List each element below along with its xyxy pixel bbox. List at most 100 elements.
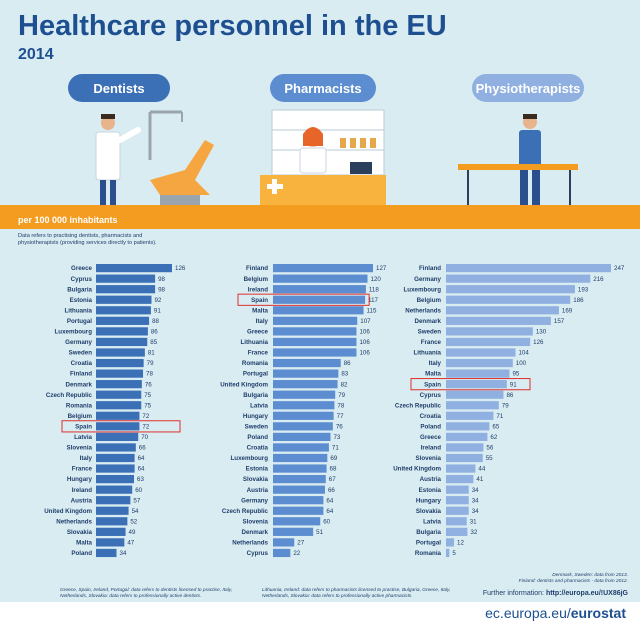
value-label: 216 [593,276,604,283]
value-label: 81 [148,350,155,357]
data-note: Data refers to practising dentists, phar… [18,233,157,246]
bar-dentists-greece [96,264,172,273]
further-link[interactable]: http://europa.eu/!UX86jG [545,590,628,597]
value-label: 70 [141,434,148,441]
bar-dentists-malta [96,538,125,547]
value-label: 98 [158,276,165,283]
value-label: 5 [452,550,456,557]
tick-label: Hungary [243,413,269,420]
eurostat-logo[interactable]: ec.europa.eu/eurostat [485,605,626,621]
bar-pharmacists-luxembourg [273,453,328,463]
tick-label: Belgium [68,413,93,420]
tick-label: Portugal [67,318,92,325]
value-label: 91 [154,307,161,314]
value-label: 100 [516,360,527,367]
tick-label: Poland [71,550,92,557]
bar-physiotherapists-belgium [446,295,571,304]
bar-dentists-estonia [96,295,152,304]
tick-label: Croatia [420,413,442,420]
value-label: 79 [502,402,509,409]
tick-label: Cyprus [420,392,442,399]
bar-physiotherapists-hungary [446,496,469,505]
value-label: 60 [323,518,330,525]
bar-dentists-slovenia [96,443,136,452]
pharmacists-footnote: Lithuania, Ireland: data refers to pharm… [262,588,451,599]
value-label: 186 [573,297,584,304]
tick-label: Belgium [244,276,269,283]
tick-label: Luxembourg [55,329,93,336]
bar-dentists-germany [96,337,148,347]
tick-label: Malta [76,540,92,547]
value-label: 34 [120,550,127,557]
tick-label: Italy [80,455,93,462]
value-label: 31 [470,518,477,525]
tick-label: Spain [75,423,92,430]
bar-physiotherapists-france [446,337,531,347]
bar-pharmacists-belgium [273,274,368,283]
value-label: 67 [329,476,336,483]
value-label: 104 [518,350,529,357]
value-label: 77 [337,413,344,420]
tick-label: Estonia [419,487,442,494]
bar-physiotherapists-greece [446,432,488,441]
pharmacy-illustration [260,109,386,207]
value-label: 120 [370,276,381,283]
tick-label: Croatia [71,360,93,367]
bar-pharmacists-united-kingdom [273,380,338,389]
bar-physiotherapists-austria [446,475,474,484]
tick-label: Ireland [421,445,442,452]
tick-label: Denmark [66,381,93,388]
value-label: 47 [127,540,134,547]
tick-label: Lithuania [414,350,442,357]
physiotherapists-category-pill: Physiotherapists [472,74,584,102]
tick-label: Netherlands [405,307,441,314]
value-label: 85 [150,339,157,346]
tick-label: Slovenia [67,445,93,452]
value-label: 91 [510,381,517,388]
bar-dentists-romania [96,401,142,410]
bar-physiotherapists-lithuania [446,348,516,357]
bar-pharmacists-romania [273,358,341,368]
dentists-category-pill: Dentists [68,74,170,102]
bar-pharmacists-finland [273,264,373,273]
value-label: 56 [486,445,493,452]
value-label: 169 [562,307,573,314]
bar-physiotherapists-czech-republic [446,401,499,410]
tick-label: Romania [66,402,93,409]
tick-label: France [421,339,442,346]
value-label: 78 [146,371,153,378]
value-label: 75 [144,392,151,399]
bar-pharmacists-denmark [273,527,314,536]
bar-pharmacists-hungary [273,411,334,420]
page-title: Healthcare personnel in the EU [18,10,447,42]
bar-physiotherapists-luxembourg [446,285,575,294]
value-label: 88 [152,318,159,325]
tick-label: Lithuania [65,307,93,314]
tick-label: Finland [419,265,441,272]
tick-label: Latvia [74,434,92,441]
tick-label: Germany [241,497,268,504]
tick-label: Austria [71,497,93,504]
unit-bar [0,213,640,229]
bar-pharmacists-spain [273,295,366,304]
bar-pharmacists-slovakia [273,475,326,484]
bar-pharmacists-estonia [273,464,327,473]
tick-label: Bulgaria [67,286,92,293]
tick-label: Sweden [418,329,442,336]
unit-label: per 100 000 inhabitants [18,215,118,225]
further-information: Further information: http://europa.eu/!U… [483,590,628,597]
value-label: 76 [145,381,152,388]
bar-dentists-portugal [96,316,150,325]
bar-dentists-finland [96,369,144,378]
value-label: 106 [359,329,370,336]
bar-dentists-luxembourg [96,327,148,336]
bar-physiotherapists-spain [446,380,507,389]
bar-pharmacists-lithuania [273,337,357,347]
tick-label: Cyprus [71,276,93,283]
tick-label: Hungary [416,497,442,504]
bar-pharmacists-czech-republic [273,506,324,515]
value-label: 34 [472,508,479,515]
value-label: 126 [533,339,544,346]
tick-label: Denmark [242,529,269,536]
tick-label: Germany [65,339,92,346]
